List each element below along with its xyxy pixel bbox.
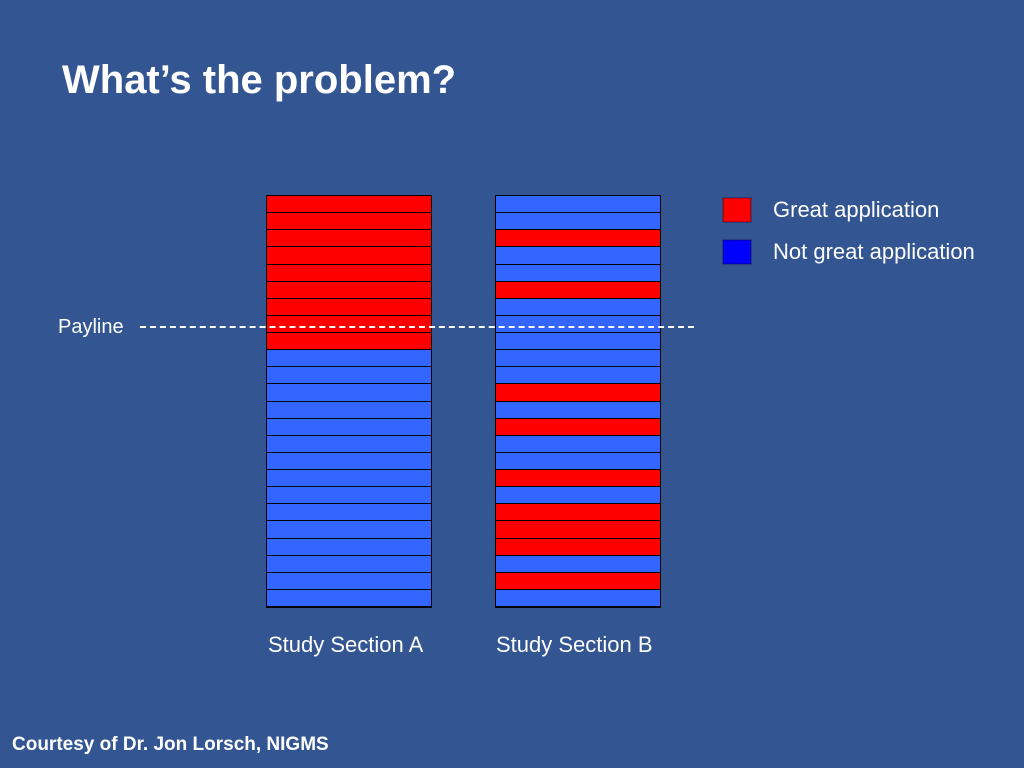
- not-great-application-row: [496, 297, 660, 315]
- not-great-application-row: [496, 434, 660, 452]
- great-application-row: [496, 229, 660, 247]
- blue-swatch-icon: [722, 239, 752, 265]
- not-great-application-row: [267, 383, 431, 401]
- not-great-application-row: [267, 434, 431, 452]
- red-swatch-icon: [722, 197, 752, 223]
- not-great-application-row: [267, 417, 431, 435]
- not-great-application-row: [496, 246, 660, 264]
- not-great-application-row: [267, 520, 431, 538]
- study-section-b-column: [495, 195, 661, 608]
- not-great-application-row: [267, 400, 431, 418]
- not-great-application-row: [496, 263, 660, 281]
- legend-great-label: Great application: [773, 197, 940, 222]
- not-great-application-row: [496, 196, 660, 213]
- great-application-row: [496, 520, 660, 538]
- great-application-row: [496, 469, 660, 487]
- not-great-application-row: [267, 349, 431, 367]
- not-great-application-row: [496, 349, 660, 367]
- not-great-application-row: [267, 486, 431, 504]
- not-great-application-row: [496, 212, 660, 230]
- not-great-application-row: [267, 554, 431, 572]
- not-great-application-row: [267, 588, 431, 606]
- not-great-application-row: [496, 486, 660, 504]
- payline-dashed-line: [140, 326, 694, 328]
- great-application-row: [267, 196, 431, 213]
- great-application-row: [267, 297, 431, 315]
- not-great-application-row: [496, 314, 660, 332]
- great-application-row: [267, 229, 431, 247]
- not-great-application-row: [496, 400, 660, 418]
- great-application-row: [496, 537, 660, 555]
- great-application-row: [267, 263, 431, 281]
- not-great-application-row: [267, 366, 431, 384]
- great-application-row: [496, 417, 660, 435]
- payline-label: Payline: [58, 316, 124, 338]
- study-section-b-label: Study Section B: [496, 632, 653, 657]
- great-application-row: [496, 503, 660, 521]
- not-great-application-row: [496, 332, 660, 350]
- great-application-row: [496, 571, 660, 589]
- legend-not-great-label: Not great application: [773, 239, 975, 264]
- not-great-application-row: [267, 571, 431, 589]
- study-section-a-label: Study Section A: [268, 632, 424, 657]
- legend-item-great: Great application: [722, 197, 939, 223]
- great-application-row: [267, 332, 431, 350]
- great-application-row: [267, 212, 431, 230]
- not-great-application-row: [267, 469, 431, 487]
- study-section-a-column: [266, 195, 432, 608]
- great-application-row: [496, 280, 660, 298]
- legend-item-not-great: Not great application: [722, 239, 975, 265]
- slide-title: What’s the problem?: [62, 58, 457, 102]
- great-application-row: [267, 314, 431, 332]
- not-great-application-row: [496, 451, 660, 469]
- great-application-row: [496, 383, 660, 401]
- not-great-application-row: [267, 537, 431, 555]
- not-great-application-row: [496, 588, 660, 606]
- credit-line: Courtesy of Dr. Jon Lorsch, NIGMS: [12, 734, 329, 755]
- great-application-row: [267, 246, 431, 264]
- not-great-application-row: [496, 366, 660, 384]
- not-great-application-row: [267, 503, 431, 521]
- not-great-application-row: [496, 554, 660, 572]
- great-application-row: [267, 280, 431, 298]
- not-great-application-row: [267, 451, 431, 469]
